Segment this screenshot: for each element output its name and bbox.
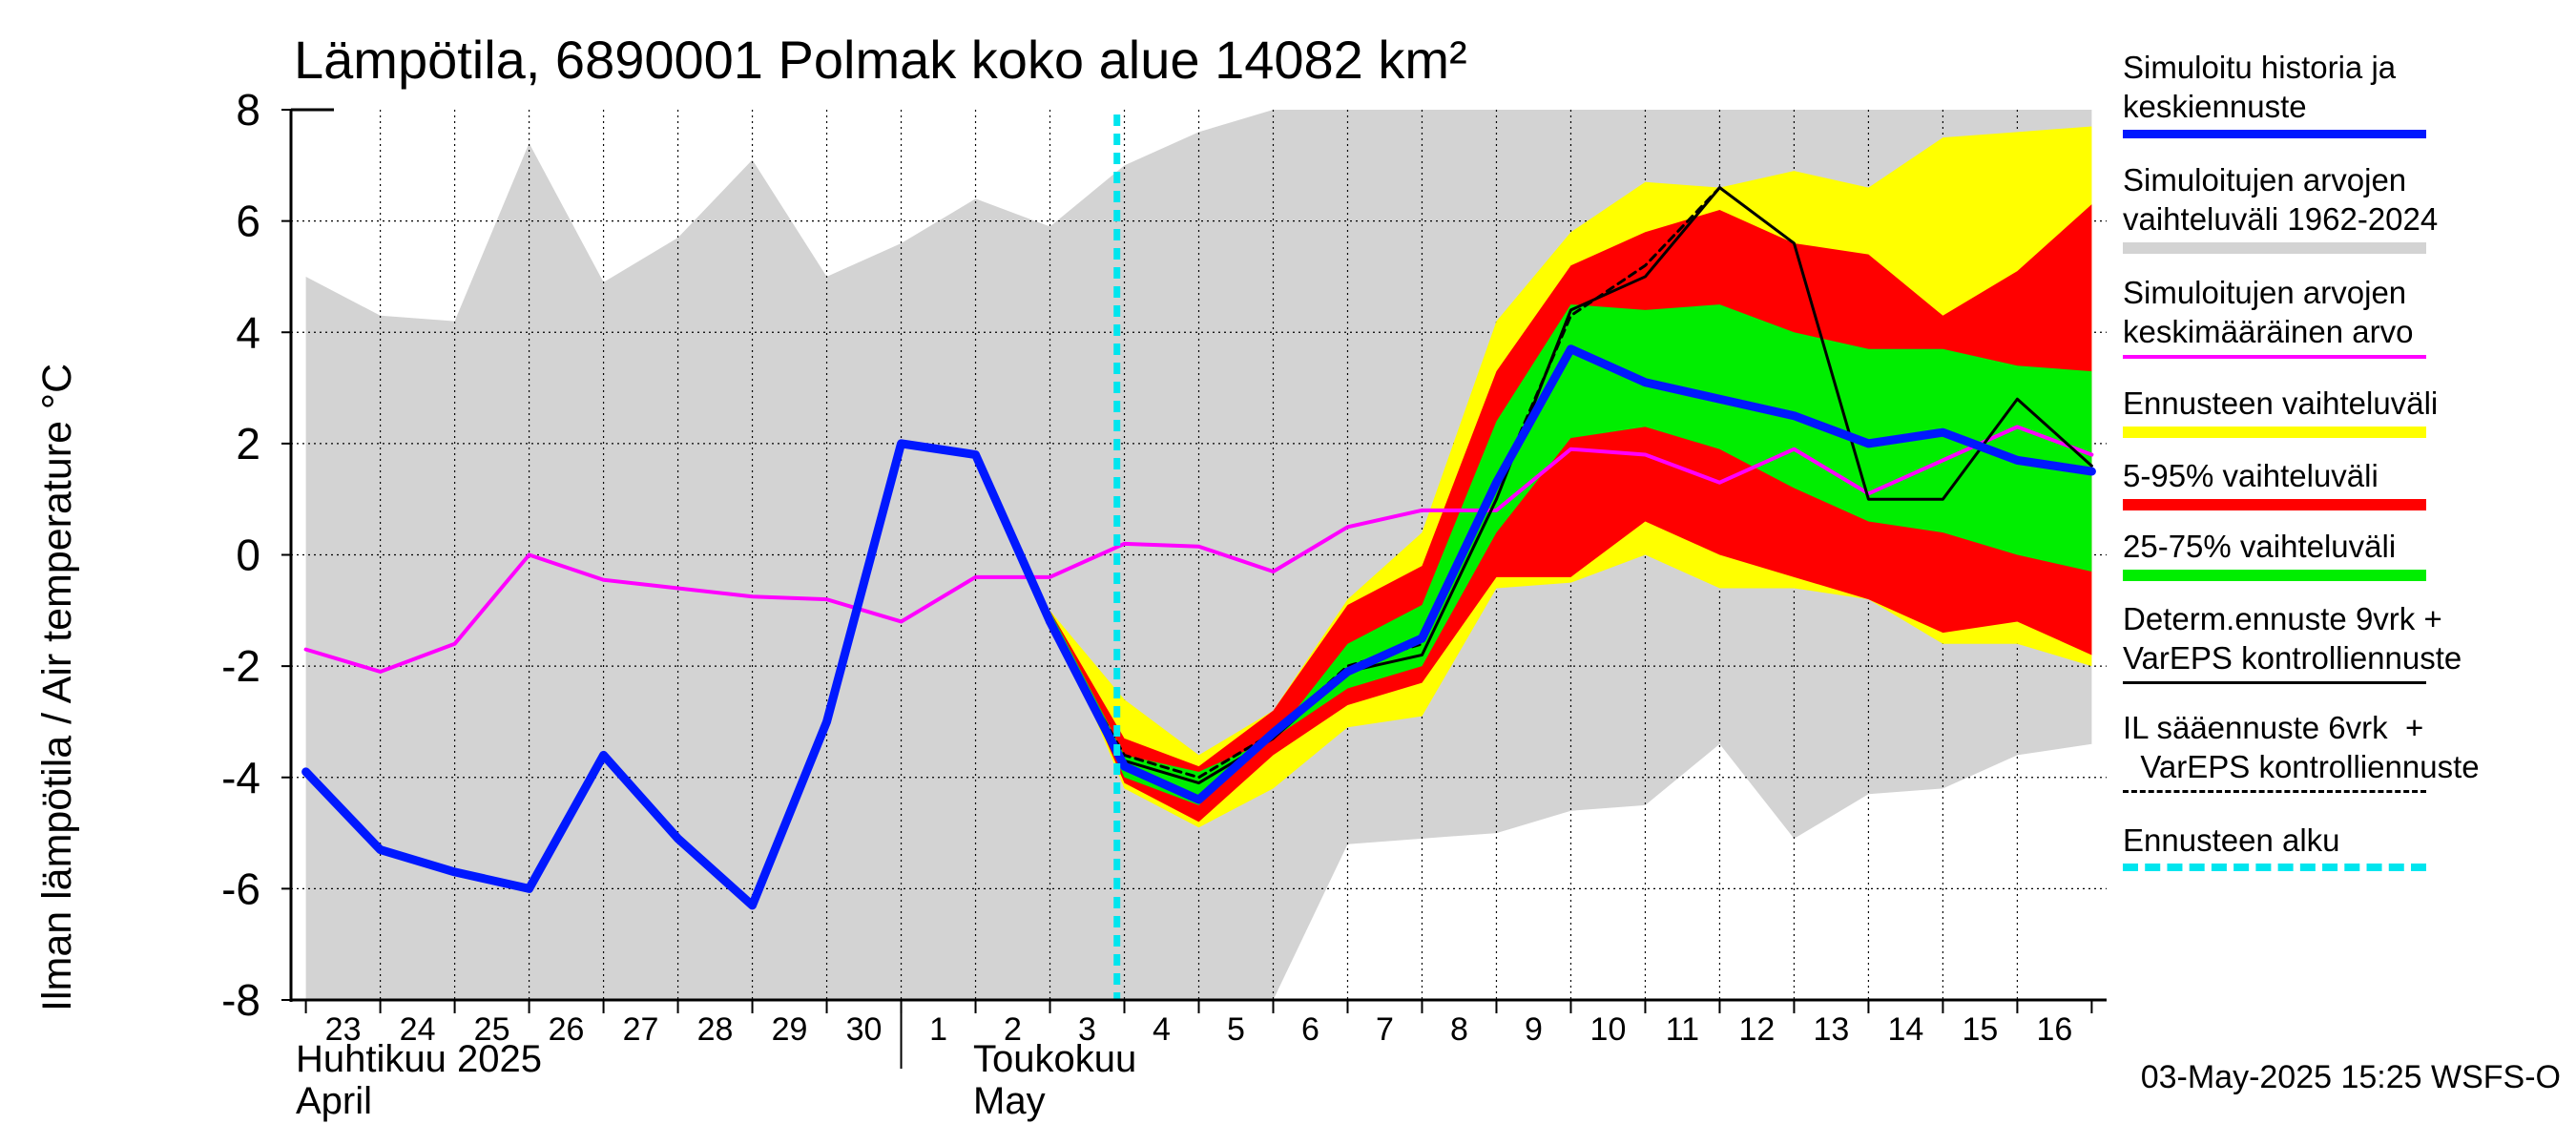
y-tick-label: 0 bbox=[236, 531, 260, 580]
legend-swatch bbox=[2123, 242, 2426, 254]
x-tick-label: 15 bbox=[1962, 1011, 1998, 1048]
legend-item: Determ.ennuste 9vrk + VarEPS kontrollien… bbox=[2123, 599, 2524, 684]
plot-clip-group bbox=[291, 110, 2107, 1000]
legend-swatch bbox=[2123, 681, 2426, 684]
month-label-april: Huhtikuu 2025 April bbox=[296, 1038, 542, 1122]
legend-label: Determ.ennuste 9vrk + VarEPS kontrollien… bbox=[2123, 601, 2462, 676]
y-tick-label: -6 bbox=[221, 864, 260, 913]
x-tick-label: 8 bbox=[1450, 1011, 1468, 1048]
x-tick-label: 10 bbox=[1590, 1011, 1627, 1048]
x-tick-label: 1 bbox=[929, 1011, 947, 1048]
legend-label: Simuloitujen arvojen vaihteluväli 1962-2… bbox=[2123, 162, 2439, 237]
x-tick-label: 14 bbox=[1888, 1011, 1924, 1048]
month-label-may: Toukokuu May bbox=[973, 1038, 1136, 1122]
month-label-may-fi: Toukokuu bbox=[973, 1038, 1137, 1080]
x-tick-label: 24 bbox=[400, 1011, 436, 1048]
legend-item: IL sääennuste 6vrk + VarEPS kontrollienn… bbox=[2123, 708, 2524, 793]
y-tick-label: 8 bbox=[236, 85, 260, 135]
x-tick-label: 13 bbox=[1814, 1011, 1850, 1048]
y-tick-label: 2 bbox=[236, 419, 260, 468]
legend-item: Ennusteen alku bbox=[2123, 821, 2524, 871]
x-tick-label: 3 bbox=[1078, 1011, 1096, 1048]
x-tick-label: 28 bbox=[697, 1011, 734, 1048]
month-label-april-en: April bbox=[296, 1080, 373, 1122]
forecast-mean-line bbox=[1046, 344, 2096, 804]
legend-label: Ennusteen vaihteluväli bbox=[2123, 385, 2439, 421]
legend-label: Simuloitujen arvojen keskimääräinen arvo bbox=[2123, 275, 2414, 349]
x-tick-label: 7 bbox=[1376, 1011, 1394, 1048]
deterministic-line bbox=[974, 186, 2093, 785]
history-mean-line bbox=[301, 439, 1055, 910]
y-tick-label: -8 bbox=[221, 975, 260, 1025]
legend-swatch bbox=[2123, 427, 2426, 438]
legend-swatch bbox=[2123, 864, 2426, 871]
x-tick-label: 25 bbox=[474, 1011, 510, 1048]
legend-item: 5-95% vaihteluväli bbox=[2123, 456, 2524, 510]
legend-item: Simuloitu historia ja keskiennuste bbox=[2123, 48, 2524, 138]
legend-label: 5-95% vaihteluväli bbox=[2123, 458, 2379, 493]
month-label-april-fi: Huhtikuu 2025 bbox=[296, 1038, 542, 1080]
chart-title: Lämpötila, 6890001 Polmak koko alue 1408… bbox=[294, 30, 1467, 90]
legend-swatch bbox=[2123, 499, 2426, 510]
legend-swatch bbox=[2123, 130, 2426, 138]
y-tick-label: 6 bbox=[236, 197, 260, 246]
x-tick-label: 12 bbox=[1739, 1011, 1776, 1048]
legend-label: Simuloitu historia ja keskiennuste bbox=[2123, 50, 2397, 124]
x-tick-label: 30 bbox=[846, 1011, 883, 1048]
x-tick-label: 4 bbox=[1153, 1011, 1171, 1048]
x-tick-label: 29 bbox=[772, 1011, 808, 1048]
y-tick-label: 4 bbox=[236, 307, 260, 357]
y-axis-label: Ilman lämpötila / Air temperature °C bbox=[34, 363, 80, 1011]
x-tick-label: 2 bbox=[1004, 1011, 1022, 1048]
x-tick-label: 6 bbox=[1301, 1011, 1319, 1048]
plot-area bbox=[291, 110, 2107, 1000]
x-tick-label: 27 bbox=[623, 1011, 659, 1048]
x-tick-label: 23 bbox=[325, 1011, 362, 1048]
legend-swatch bbox=[2123, 790, 2426, 793]
y-tick-label: -4 bbox=[221, 753, 260, 802]
legend-item: Ennusteen vaihteluväli bbox=[2123, 384, 2524, 438]
timestamp: 03-May-2025 15:25 WSFS-O bbox=[2140, 1059, 2561, 1095]
x-tick-label: 5 bbox=[1227, 1011, 1245, 1048]
legend-item: 25-75% vaihteluväli bbox=[2123, 527, 2524, 581]
legend-label: IL sääennuste 6vrk + VarEPS kontrollienn… bbox=[2123, 710, 2480, 784]
legend-label: 25-75% vaihteluväli bbox=[2123, 529, 2397, 564]
legend-swatch bbox=[2123, 570, 2426, 581]
legend-item: Simuloitujen arvojen keskimääräinen arvo bbox=[2123, 273, 2524, 359]
legend-item: Simuloitujen arvojen vaihteluväli 1962-2… bbox=[2123, 160, 2524, 254]
x-tick-label: 9 bbox=[1525, 1011, 1543, 1048]
x-tick-label: 11 bbox=[1666, 1011, 1699, 1048]
sim-mean-line bbox=[303, 425, 2094, 674]
legend-swatch bbox=[2123, 355, 2426, 359]
y-tick-label: -2 bbox=[221, 641, 260, 691]
legend-label: Ennusteen alku bbox=[2123, 822, 2340, 858]
x-tick-label: 26 bbox=[549, 1011, 585, 1048]
x-tick-label: 16 bbox=[2036, 1011, 2072, 1048]
month-label-may-en: May bbox=[973, 1080, 1046, 1122]
